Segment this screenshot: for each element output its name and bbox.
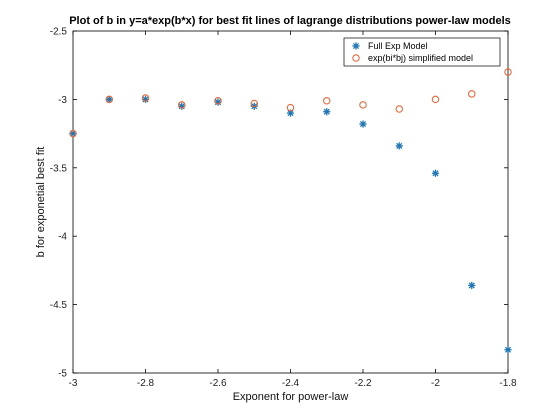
axis-ticks: -3 -2.8 -2.6 -2.4 -2.2 -2 -1.8 -5 -4.5 -4 -3.5 -3 -2… (50, 27, 517, 390)
y-axis-label: b for exponetial best fit (35, 147, 47, 258)
x-tick-label: -3 (69, 378, 78, 389)
series-1-point (105, 95, 113, 103)
legend-marker-1 (352, 42, 360, 50)
series-1-point (395, 142, 403, 150)
series-2-point (359, 101, 367, 109)
series-2-point (467, 90, 476, 98)
series-2-point (431, 95, 440, 104)
x-tick-label: -1.8 (499, 378, 517, 389)
x-tick-label: -2.2 (354, 378, 372, 389)
legend: Full Exp Model exp(bi*bj) simplified mode… (343, 37, 501, 67)
legend-box (343, 37, 501, 67)
series-2-point (322, 97, 331, 105)
legend-label-1: Full Exp Model (368, 41, 428, 51)
x-axis-label: Exponent for power-law (233, 391, 349, 403)
series-1-point (359, 120, 367, 128)
series-2-point (286, 103, 295, 112)
legend-label-2: exp(bi*bj) simplified model (368, 53, 473, 63)
y-tick-label: -2.5 (50, 27, 68, 38)
series-1-point (431, 169, 440, 177)
y-tick-label: -3.5 (50, 163, 68, 174)
series-2-point (178, 101, 186, 109)
x-tick-label: -2 (431, 378, 440, 389)
series-2-point (250, 99, 259, 108)
series-1-point (504, 346, 512, 354)
y-tick-label: -4.5 (50, 300, 68, 311)
legend-marker-2 (352, 54, 360, 62)
x-tick-label: -2.4 (282, 378, 300, 389)
series-1-point (323, 108, 331, 116)
series-2-point (105, 95, 114, 104)
series-2-point (141, 94, 150, 102)
chart-title: Plot of b in y=a*exp(b*x) for best fit l… (69, 15, 511, 27)
series-2-point (69, 129, 77, 138)
x-tick-label: -2.8 (137, 378, 155, 389)
data-points (69, 68, 512, 354)
series-1-point (468, 281, 476, 290)
series-2-point (504, 68, 512, 76)
series-1-point (286, 109, 295, 117)
y-tick-label: -3 (58, 95, 67, 106)
series-2-point (214, 97, 222, 105)
plot-area (72, 30, 509, 374)
y-tick-label: -5 (58, 369, 67, 380)
y-tick-label: -4 (58, 232, 67, 243)
series-1-point (69, 130, 77, 138)
x-tick-label: -2.6 (209, 378, 227, 389)
series-2-point (395, 105, 403, 113)
